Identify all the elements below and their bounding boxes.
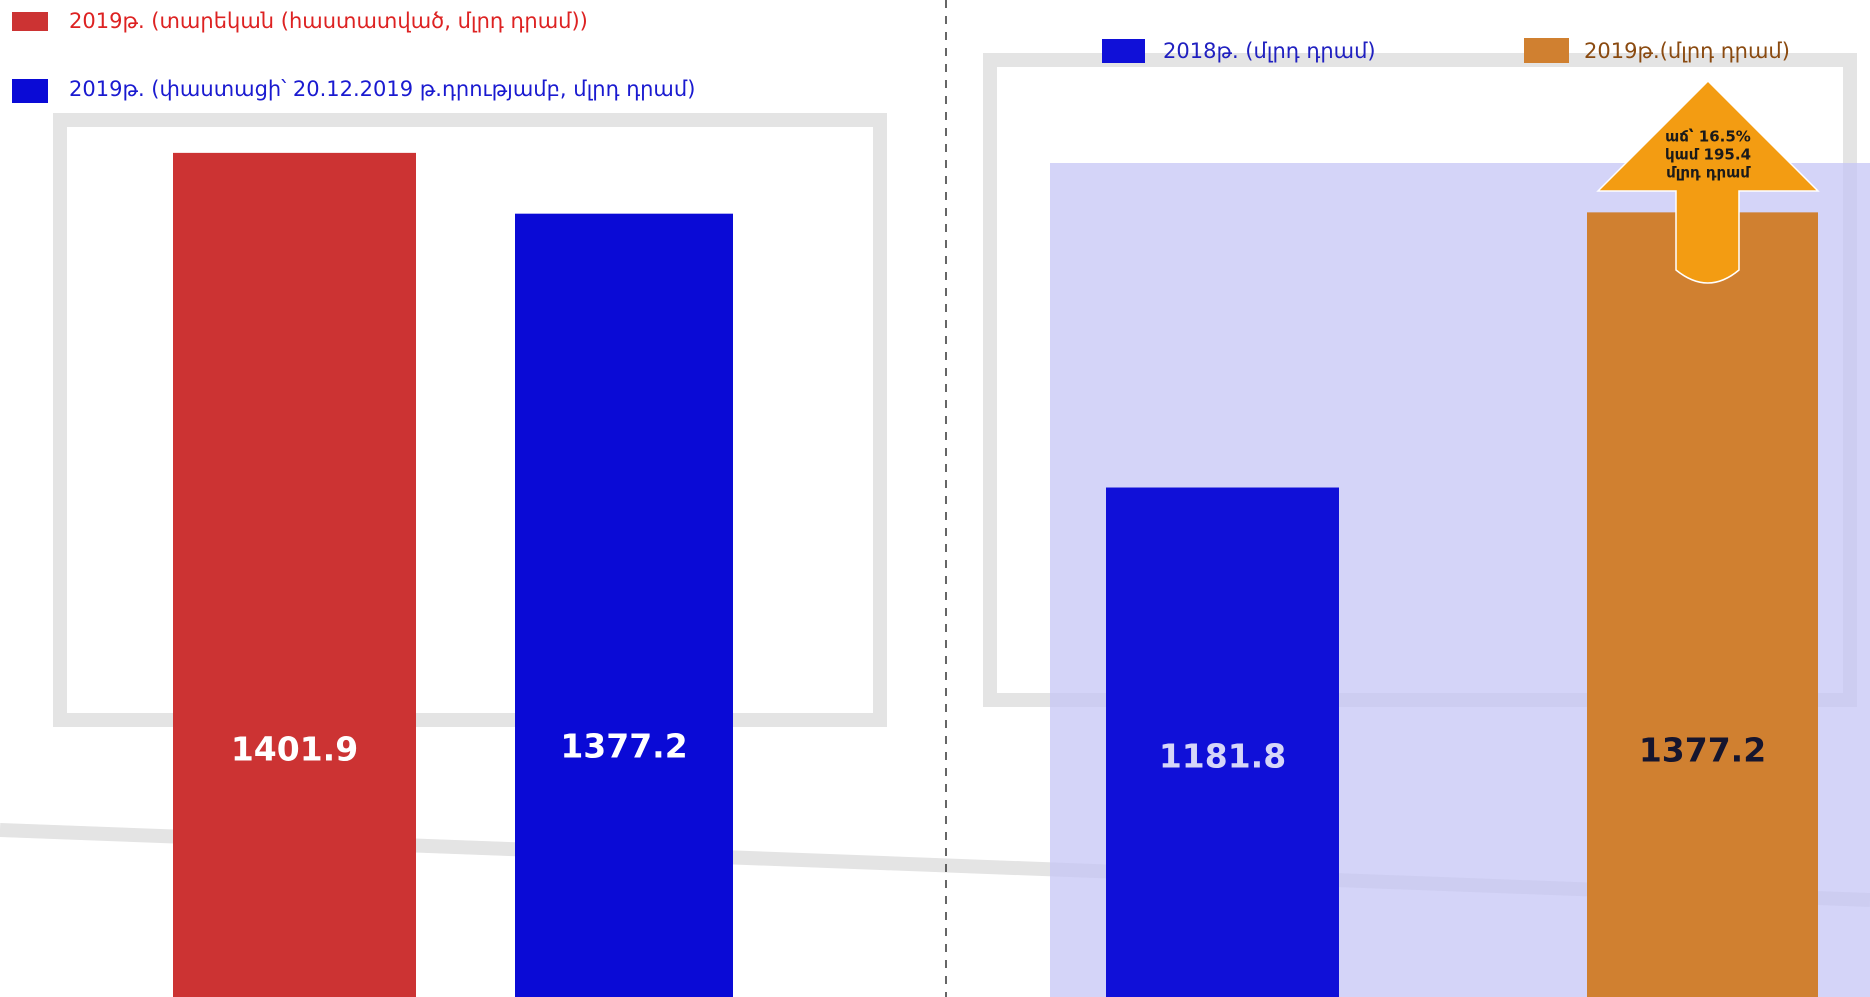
bar xyxy=(173,152,416,997)
legend-label: 2019թ.(մլրդ դրամ) xyxy=(1584,39,1790,63)
annotation: մլրդ դրամ xyxy=(1666,164,1751,182)
legend-swatch xyxy=(12,12,48,31)
value-label: 1377.2 xyxy=(560,727,687,766)
value-label: 1401.9 xyxy=(231,730,358,769)
value-label: 1377.2 xyxy=(1639,731,1766,770)
legend-swatch xyxy=(1102,39,1145,63)
value-label: 1181.8 xyxy=(1159,737,1286,776)
annotation: աճ՝ 16.5% xyxy=(1665,128,1751,146)
bar xyxy=(515,213,733,997)
legend-label: 2019թ. (փաստացի՝ 20.12.2019 թ.դրությամբ,… xyxy=(69,77,695,101)
bar xyxy=(1587,212,1818,997)
legend-label: 2019թ. (տարեկան (հաստատված, մլրդ դրամ)) xyxy=(69,9,588,33)
legend-swatch xyxy=(12,79,48,103)
bar xyxy=(1106,487,1339,997)
legend-label: 2018թ. (մլրդ դրամ) xyxy=(1163,39,1376,63)
growth-arrow xyxy=(1596,79,1820,284)
annotation: կամ 195.4 xyxy=(1665,146,1751,164)
sketch-building xyxy=(53,113,887,727)
legend-swatch xyxy=(1524,38,1569,63)
